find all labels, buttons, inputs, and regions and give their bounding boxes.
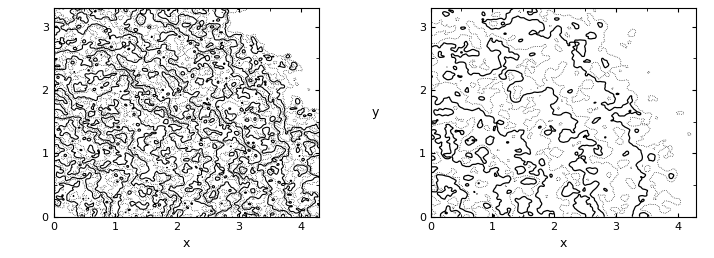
X-axis label: x: x	[183, 237, 190, 250]
Text: y: y	[371, 106, 378, 119]
X-axis label: x: x	[560, 237, 567, 250]
